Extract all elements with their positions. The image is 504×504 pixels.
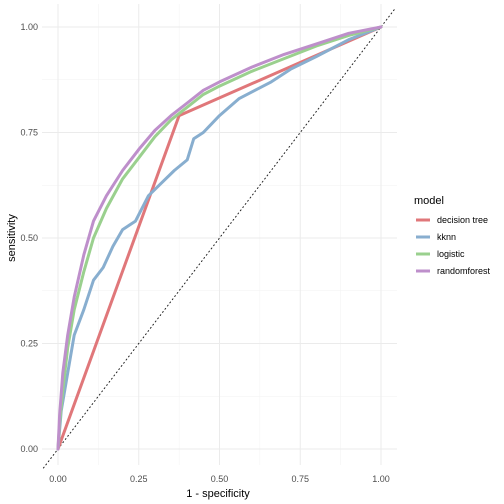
- legend-label-decision-tree: decision tree: [437, 215, 488, 225]
- series-line-logistic: [56, 25, 383, 451]
- x-axis-title: 1 - specificity: [186, 488, 250, 500]
- y-tick-label: 0.75: [20, 128, 38, 138]
- y-axis-title: sensitivity: [6, 214, 18, 262]
- y-tick-label: 0.25: [20, 339, 38, 349]
- series-line-randomforest: [56, 25, 383, 451]
- y-tick-label: 0.00: [20, 444, 38, 454]
- series-layer: [56, 25, 383, 451]
- x-tick-label: 0.50: [211, 474, 229, 484]
- series-line-kknn: [56, 25, 383, 451]
- x-tick-label: 0.25: [130, 474, 148, 484]
- legend-items: decision tree kknn logistic randomforest: [416, 215, 491, 276]
- legend-label-randomforest: randomforest: [437, 266, 491, 276]
- legend-title: model: [414, 195, 444, 207]
- y-tick-label: 1.00: [20, 22, 38, 32]
- legend-label-kknn: kknn: [437, 232, 456, 242]
- legend-label-logistic: logistic: [437, 249, 465, 259]
- y-tick-label: 0.50: [20, 233, 38, 243]
- legend: model decision tree kknn logistic randomfor…: [414, 195, 491, 276]
- reference-diagonal-line: [42, 7, 397, 469]
- reference-layer: [42, 7, 397, 469]
- x-tick-label: 0.00: [49, 474, 67, 484]
- tick-layer: 0.00 0.25 0.50 0.75 1.00 0.00 0.25 0.50 0.75 1.00: [20, 22, 389, 484]
- x-tick-label: 0.75: [291, 474, 309, 484]
- x-tick-label: 1.00: [372, 474, 390, 484]
